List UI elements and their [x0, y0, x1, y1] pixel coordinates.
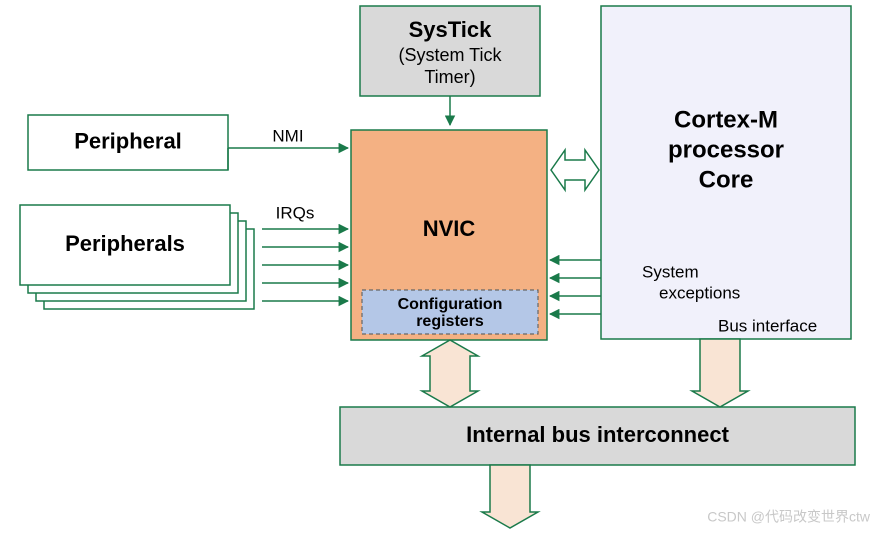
svg-text:SysTick: SysTick [409, 17, 493, 42]
svg-text:Timer): Timer) [424, 67, 475, 87]
nvic-diagram: Peripherals Peripheral Cortex-M processor Co… [0, 0, 892, 537]
svg-text:registers: registers [416, 313, 484, 330]
sys-exc-label: System [642, 262, 699, 281]
svg-text:Cortex-M: Cortex-M [674, 106, 778, 133]
svg-text:processor: processor [668, 136, 784, 163]
svg-text:Peripherals: Peripherals [65, 231, 185, 256]
svg-text:Internal bus interconnect: Internal bus interconnect [466, 422, 729, 447]
bidir-arrow [551, 150, 599, 190]
svg-text:Peripheral: Peripheral [74, 128, 182, 153]
svg-text:exceptions: exceptions [659, 283, 740, 302]
svg-text:NVIC: NVIC [423, 216, 476, 241]
nmi-label: NMI [272, 126, 303, 145]
block-arrow [482, 465, 538, 528]
svg-text:Configuration: Configuration [398, 296, 503, 313]
irqs-label: IRQs [276, 203, 315, 222]
watermark-text: CSDN @代码改变世界ctw [707, 509, 871, 525]
svg-text:(System Tick: (System Tick [398, 45, 502, 65]
bus-interface-label: Bus interface [718, 316, 817, 335]
block-arrow [692, 339, 748, 407]
svg-text:Core: Core [699, 166, 754, 193]
block-arrow [422, 340, 478, 407]
